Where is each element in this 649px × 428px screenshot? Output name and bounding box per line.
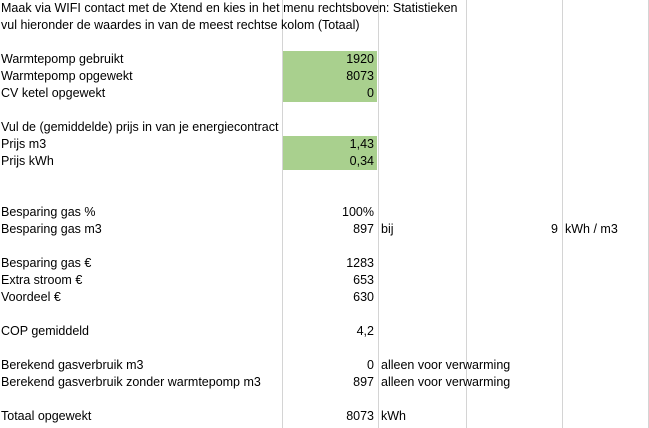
- advantage-value[interactable]: 630: [353, 290, 374, 304]
- row-hp-generated: Warmtepomp opgewekt 8073: [0, 68, 649, 85]
- cop-value[interactable]: 4,2: [356, 324, 374, 338]
- total-generated-value[interactable]: 8073: [346, 409, 374, 423]
- row-calc-gas-nohp: Berekend gasverbruik zonder warmtepomp m…: [0, 374, 649, 391]
- instruction-line-1[interactable]: Maak via WIFI contact met de Xtend en ki…: [1, 1, 458, 15]
- column-divider-d: [466, 0, 467, 428]
- row-instruction-2: vul hieronder de waardes in van de meest…: [0, 17, 649, 34]
- conversion-factor-unit[interactable]: kWh / m3: [565, 222, 618, 236]
- column-divider-c: [378, 0, 379, 428]
- conversion-factor-value[interactable]: 9: [551, 222, 558, 236]
- row-extra-power: Extra stroom € 653: [0, 272, 649, 289]
- extra-power-label[interactable]: Extra stroom €: [1, 273, 83, 287]
- calc-gas-note[interactable]: alleen voor verwarming: [381, 358, 511, 372]
- column-divider-b: [282, 0, 283, 428]
- row-instruction-1: Maak via WIFI contact met de Xtend en ki…: [0, 0, 649, 17]
- cop-label[interactable]: COP gemiddeld: [1, 324, 90, 338]
- calc-gas-nohp-note[interactable]: alleen voor verwarming: [381, 375, 511, 389]
- row-total-generated: Totaal opgewekt 8073 kWh: [0, 408, 649, 425]
- row-hp-used: Warmtepomp gebruikt 1920: [0, 51, 649, 68]
- saving-gas-m3-value[interactable]: 897: [353, 222, 374, 236]
- price-m3-label[interactable]: Prijs m3: [1, 137, 47, 151]
- row-price-m3: Prijs m3 1,43: [0, 136, 649, 153]
- hp-used-label[interactable]: Warmtepomp gebruikt: [1, 52, 124, 66]
- row-calc-gas: Berekend gasverbruik m3 0 alleen voor ve…: [0, 357, 649, 374]
- calc-gas-nohp-label[interactable]: Berekend gasverbruik zonder warmtepomp m…: [1, 375, 261, 389]
- column-divider-e: [562, 0, 563, 428]
- cv-generated-label[interactable]: CV ketel opgewekt: [1, 86, 106, 100]
- saving-gas-m3-label[interactable]: Besparing gas m3: [1, 222, 102, 236]
- price-kwh-label[interactable]: Prijs kWh: [1, 154, 54, 168]
- calc-gas-value[interactable]: 0: [367, 358, 374, 372]
- saving-gas-m3-bij[interactable]: bij: [381, 222, 394, 236]
- advantage-label[interactable]: Voordeel €: [1, 290, 61, 304]
- hp-generated-label[interactable]: Warmtepomp opgewekt: [1, 69, 133, 83]
- saving-gas-pct-label[interactable]: Besparing gas %: [1, 205, 96, 219]
- total-generated-label[interactable]: Totaal opgewekt: [1, 409, 92, 423]
- saving-gas-eur-value[interactable]: 1283: [346, 256, 374, 270]
- price-instruction[interactable]: Vul de (gemiddelde) prijs in van je ener…: [1, 120, 279, 134]
- extra-power-value[interactable]: 653: [353, 273, 374, 287]
- instruction-line-2[interactable]: vul hieronder de waardes in van de meest…: [1, 18, 360, 32]
- cv-generated-input[interactable]: 0: [283, 85, 377, 102]
- row-saving-gas-eur: Besparing gas € 1283: [0, 255, 649, 272]
- saving-gas-eur-label[interactable]: Besparing gas €: [1, 256, 92, 270]
- hp-used-input[interactable]: 1920: [283, 51, 377, 68]
- hp-generated-input[interactable]: 8073: [283, 68, 377, 85]
- price-kwh-input[interactable]: 0,34: [283, 153, 377, 170]
- saving-gas-pct-value[interactable]: 100%: [342, 205, 374, 219]
- row-cop: COP gemiddeld 4,2: [0, 323, 649, 340]
- row-price-instruction: Vul de (gemiddelde) prijs in van je ener…: [0, 119, 649, 136]
- row-saving-gas-pct: Besparing gas % 100%: [0, 204, 649, 221]
- calc-gas-nohp-value[interactable]: 897: [353, 375, 374, 389]
- row-advantage: Voordeel € 630: [0, 289, 649, 306]
- calc-gas-label[interactable]: Berekend gasverbruik m3: [1, 358, 144, 372]
- row-price-kwh: Prijs kWh 0,34: [0, 153, 649, 170]
- row-cv-generated: CV ketel opgewekt 0: [0, 85, 649, 102]
- price-m3-input[interactable]: 1,43: [283, 136, 377, 153]
- total-generated-unit[interactable]: kWh: [381, 409, 406, 423]
- row-saving-gas-m3: Besparing gas m3 897 bij 9 kWh / m3: [0, 221, 649, 238]
